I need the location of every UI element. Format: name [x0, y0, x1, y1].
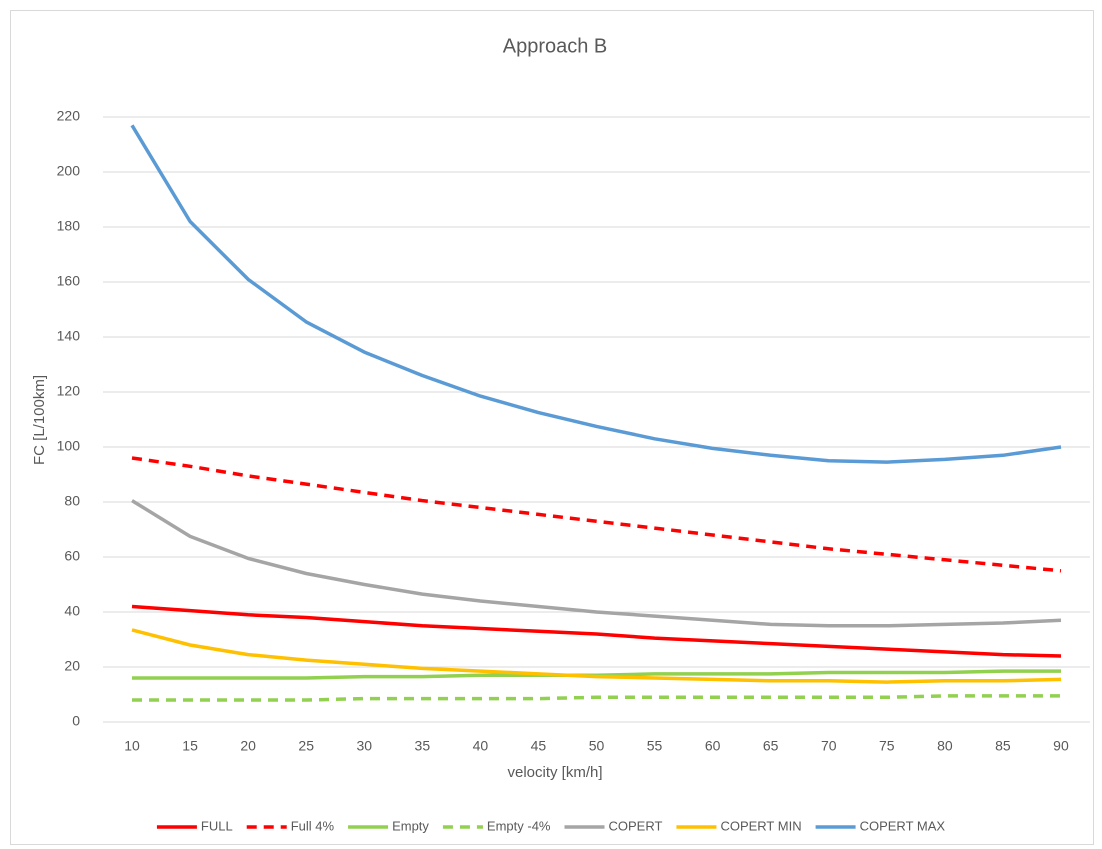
- x-tick-label: 60: [705, 738, 721, 754]
- series-line: [130, 124, 1062, 464]
- x-tick-label: 30: [356, 738, 372, 754]
- legend-label: FULL: [201, 818, 233, 833]
- x-axis-title: velocity [km/h]: [507, 764, 602, 781]
- x-tick-label: 70: [821, 738, 837, 754]
- series-line: [131, 499, 1062, 628]
- x-tick-label: 90: [1053, 738, 1069, 754]
- y-tick-label: 180: [57, 218, 81, 234]
- x-tick-label: 80: [937, 738, 953, 754]
- x-tick-label: 25: [298, 738, 314, 754]
- y-tick-label: 100: [57, 438, 81, 454]
- y-tick-label: 20: [64, 658, 80, 674]
- y-tick-label: 80: [64, 493, 80, 509]
- x-tick-label: 65: [763, 738, 779, 754]
- y-tick-label: 140: [57, 328, 81, 344]
- series-line: [131, 628, 1062, 684]
- legend-label: COPERT MAX: [860, 818, 946, 833]
- y-tick-label: 60: [64, 548, 80, 564]
- y-tick-label: 160: [57, 273, 81, 289]
- chart-title: Approach B: [503, 35, 608, 57]
- x-tick-label: 75: [879, 738, 895, 754]
- x-tick-label: 10: [124, 738, 140, 754]
- x-tick-label: 15: [182, 738, 198, 754]
- x-tick-label: 20: [240, 738, 256, 754]
- x-tick-label: 55: [647, 738, 663, 754]
- x-tick-label: 35: [415, 738, 431, 754]
- legend-label: COPERT: [609, 818, 663, 833]
- series-line: [131, 456, 1062, 573]
- chart-frame: [10, 10, 1094, 845]
- y-tick-label: 200: [57, 163, 81, 179]
- series-line: [131, 604, 1062, 658]
- y-tick-label: 40: [64, 603, 80, 619]
- legend-label: COPERT MIN: [720, 818, 801, 833]
- y-axis-title: FC [L/100km]: [31, 375, 48, 465]
- x-tick-label: 50: [589, 738, 605, 754]
- y-tick-label: 120: [57, 383, 81, 399]
- x-tick-label: 45: [531, 738, 547, 754]
- y-tick-label: 220: [57, 108, 81, 124]
- legend-label: Full 4%: [291, 818, 335, 833]
- x-tick-label: 85: [995, 738, 1011, 754]
- series-line: [132, 694, 1061, 702]
- y-tick-label: 0: [72, 713, 80, 729]
- legend-label: Empty -4%: [487, 818, 551, 833]
- legend: FULL Full 4% Empty Empty -4% COPERT COPERT MI…: [156, 818, 946, 833]
- x-tick-label: 40: [473, 738, 489, 754]
- legend-label: Empty: [392, 818, 429, 833]
